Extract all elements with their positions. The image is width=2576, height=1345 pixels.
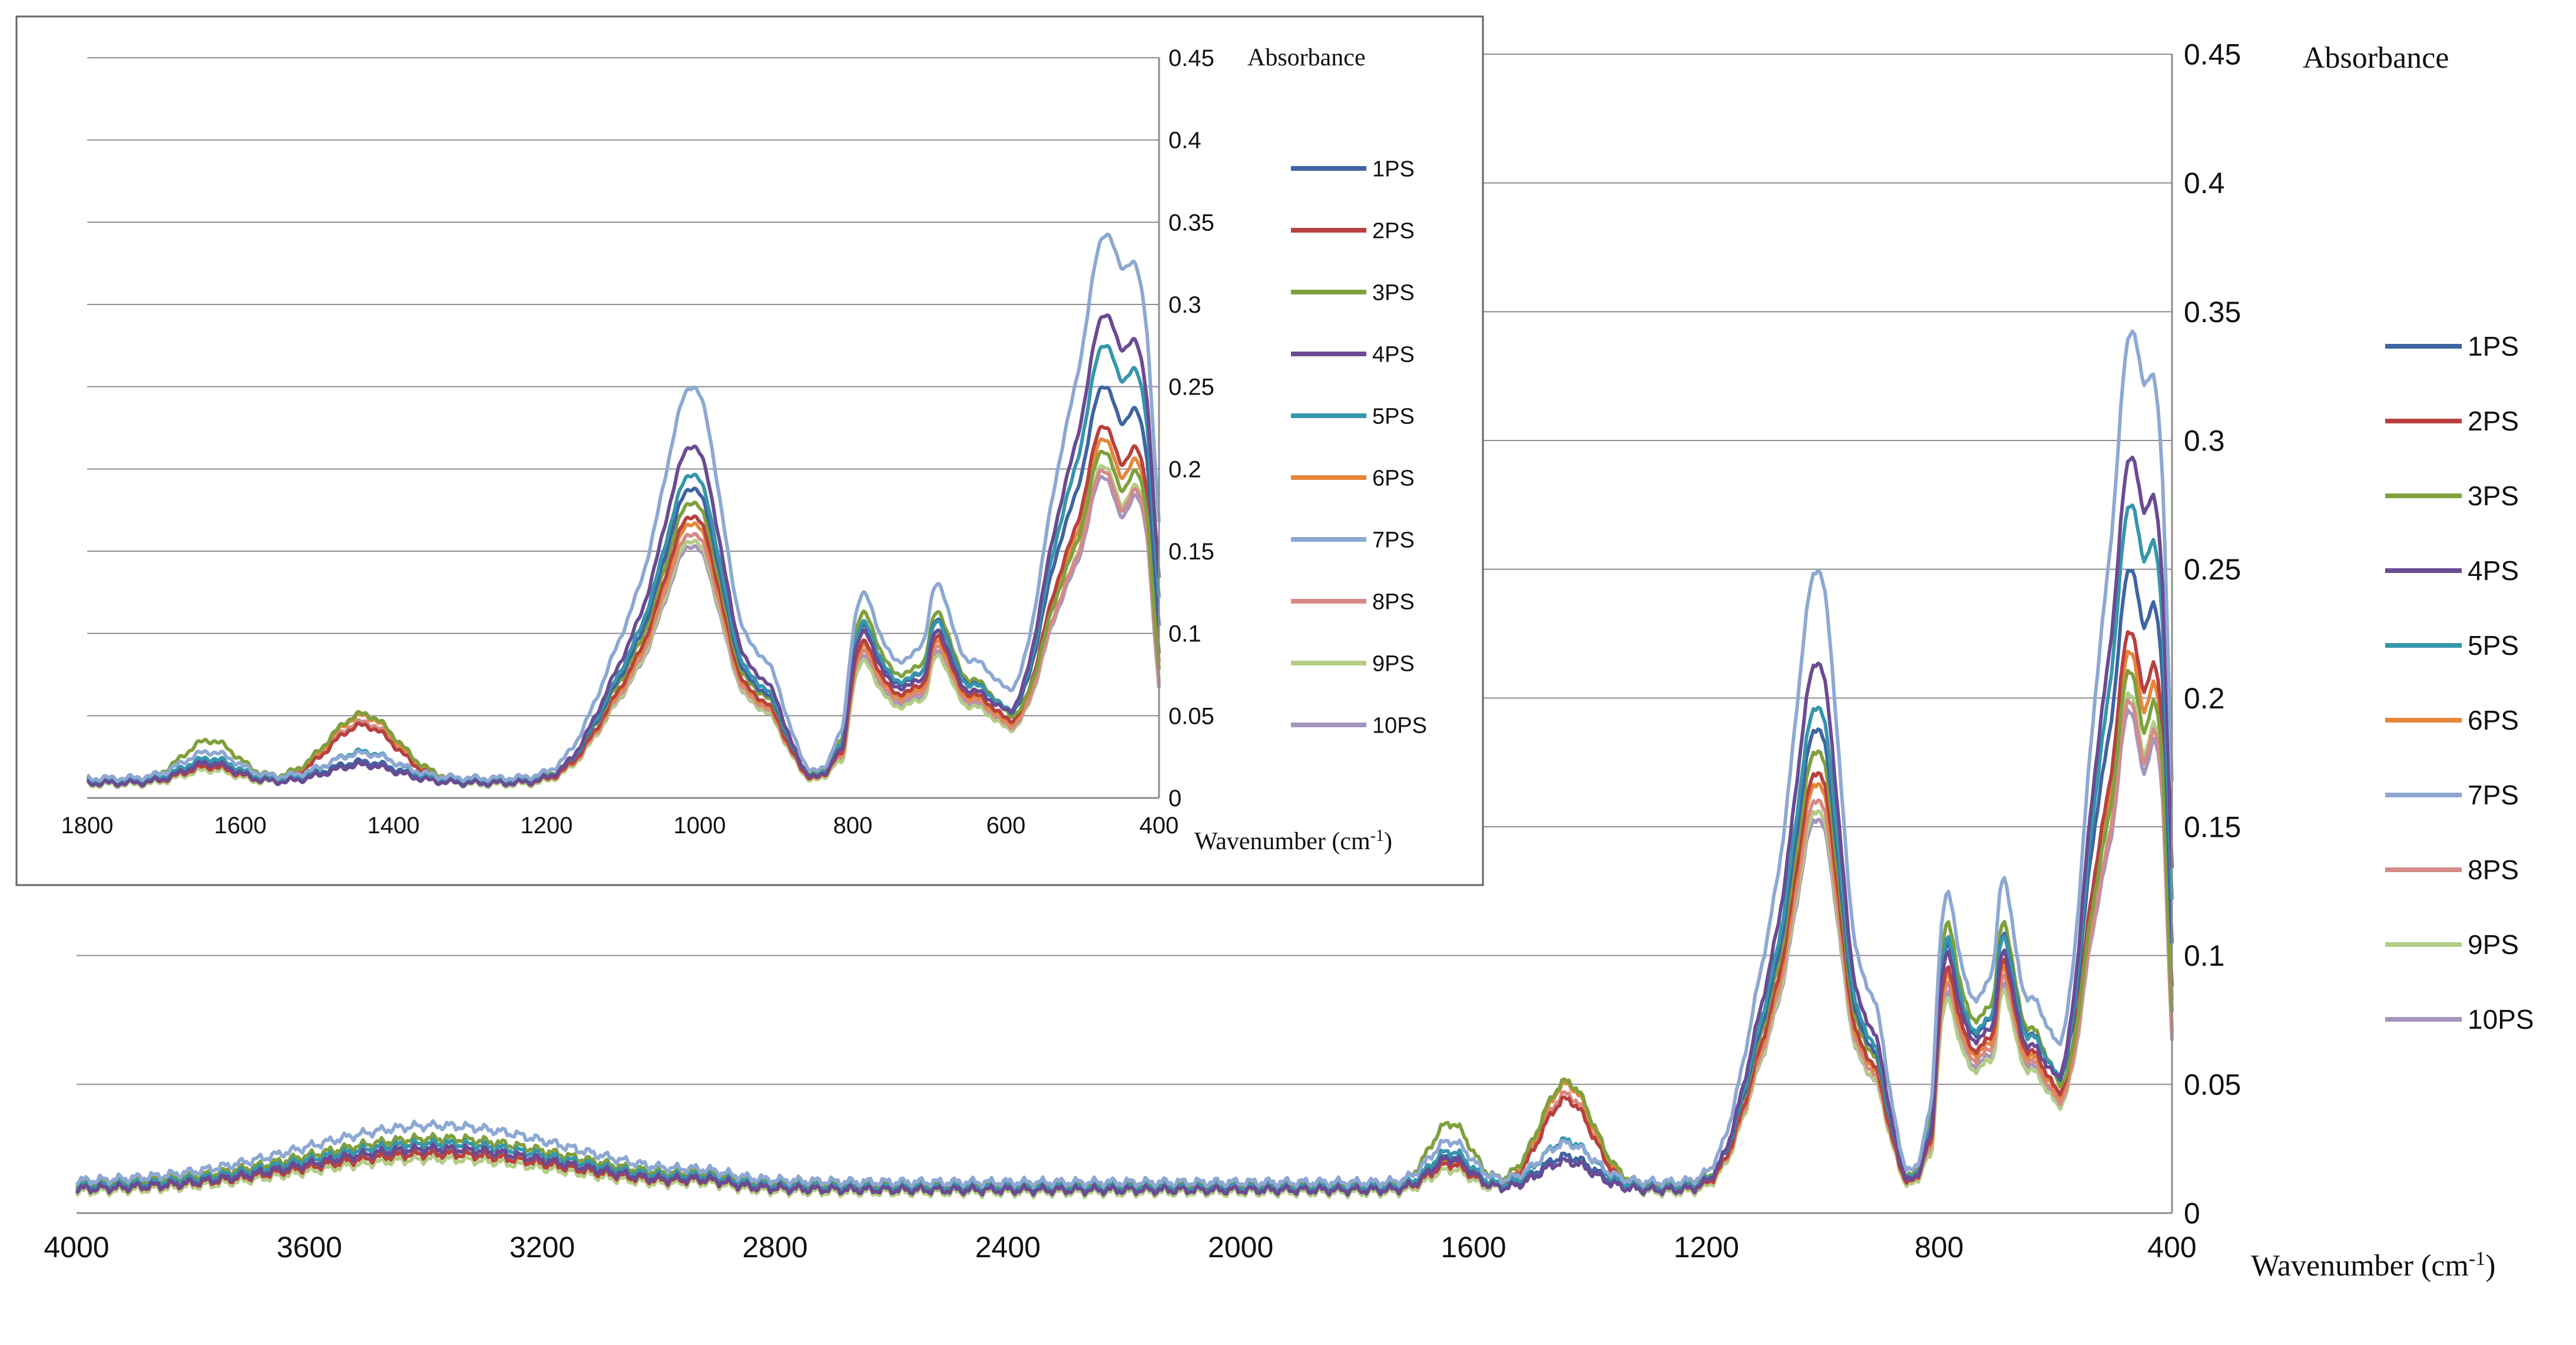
main-x-axis-title-text: Wavenumber (cm	[2251, 1249, 2469, 1283]
inset-legend-label-2PS: 2PS	[1372, 218, 1415, 243]
main-y-tick-0: 0	[2184, 1197, 2200, 1230]
main-legend-label-10PS: 10PS	[2468, 1004, 2534, 1035]
inset-x-axis-title-text: Wavenumber (cm	[1194, 828, 1370, 855]
inset-y-tick-0: 0	[1168, 786, 1181, 811]
inset-x-tick-400: 400	[1140, 813, 1179, 839]
main-x-tick-1200: 1200	[1674, 1231, 1739, 1264]
main-legend-label-7PS: 7PS	[2468, 780, 2519, 810]
main-x-axis-title-sup: -1	[2469, 1248, 2485, 1270]
main-x-tick-800: 800	[1915, 1231, 1964, 1264]
main-y-tick-0.15: 0.15	[2184, 811, 2241, 844]
inset-series-lines	[86, 232, 1161, 790]
inset-legend-label-1PS: 1PS	[1372, 157, 1415, 181]
main-x-tick-2400: 2400	[975, 1231, 1041, 1264]
inset-series-7PS	[86, 232, 1161, 783]
main-x-axis-title: Wavenumber (cm-1)	[2251, 1248, 2495, 1283]
inset-frame	[15, 15, 1484, 886]
inset-x-axis-title: Wavenumber (cm-1)	[1194, 827, 1392, 855]
main-x-tick-3600: 3600	[277, 1231, 342, 1264]
inset-axes	[87, 58, 1160, 799]
main-y-tick-0.45: 0.45	[2184, 38, 2241, 71]
main-legend: 1PS 2PS 3PS 4PS 5PS 6PS 7PS 8PS 9PS 10PS	[2385, 331, 2534, 1035]
main-y-tick-0.1: 0.1	[2184, 939, 2225, 972]
main-x-tick-2000: 2000	[1208, 1231, 1273, 1264]
main-y-tick-labels: 0 0.05 0.1 0.15 0.2 0.25 0.3 0.35 0.4 0.45	[2184, 38, 2241, 1230]
inset-y-tick-0.15: 0.15	[1168, 539, 1214, 565]
main-legend-label-3PS: 3PS	[2468, 481, 2519, 511]
inset-legend: 1PS 2PS 3PS 4PS 5PS 6PS 7PS 8PS 9PS 10PS	[1291, 157, 1427, 738]
inset-y-tick-0.3: 0.3	[1168, 292, 1201, 318]
inset-y-axis-title: Absorbance	[1247, 44, 1366, 71]
main-y-axis-title: Absorbance	[2303, 41, 2449, 75]
main-x-axis-title-close: )	[2485, 1249, 2495, 1283]
inset-x-tick-labels: 1800 1600 1400 1200 1000 800 600 400	[61, 813, 1179, 839]
main-legend-label-1PS: 1PS	[2468, 331, 2519, 362]
main-x-tick-400: 400	[2147, 1231, 2196, 1264]
main-x-tick-4000: 4000	[44, 1231, 109, 1264]
inset-x-axis-title-close: )	[1384, 828, 1392, 855]
main-legend-label-2PS: 2PS	[2468, 406, 2519, 436]
inset-chart: 0 0.05 0.1 0.15 0.2 0.25 0.3 0.35 0.4 0.45 1800 16…	[15, 15, 1484, 886]
main-series-lines	[75, 329, 2174, 1200]
inset-series-4PS	[86, 313, 1161, 788]
main-x-tick-3200: 3200	[509, 1231, 575, 1264]
main-axes	[77, 54, 2173, 1214]
inset-y-tick-0.2: 0.2	[1168, 456, 1201, 482]
inset-legend-label-7PS: 7PS	[1372, 528, 1415, 552]
inset-x-tick-1600: 1600	[214, 813, 267, 839]
inset-x-tick-600: 600	[986, 813, 1026, 839]
main-legend-label-5PS: 5PS	[2468, 630, 2519, 661]
inset-legend-label-5PS: 5PS	[1372, 404, 1415, 429]
inset-x-tick-1200: 1200	[521, 813, 573, 839]
inset-legend-label-4PS: 4PS	[1372, 342, 1415, 367]
inset-y-tick-0.4: 0.4	[1168, 128, 1201, 154]
inset-legend-label-6PS: 6PS	[1372, 466, 1415, 491]
main-y-tick-0.3: 0.3	[2184, 425, 2225, 458]
inset-y-tick-0.35: 0.35	[1168, 210, 1214, 236]
inset-legend-label-8PS: 8PS	[1372, 589, 1415, 614]
main-y-tick-0.35: 0.35	[2184, 296, 2241, 329]
main-y-tick-0.2: 0.2	[2184, 682, 2225, 715]
inset-x-tick-800: 800	[833, 813, 873, 839]
main-x-tick-1600: 1600	[1441, 1231, 1506, 1264]
inset-x-tick-1000: 1000	[674, 813, 726, 839]
inset-legend-label-9PS: 9PS	[1372, 651, 1415, 676]
main-y-tick-0.05: 0.05	[2184, 1068, 2241, 1101]
inset-gridlines	[87, 57, 1159, 717]
inset-y-tick-0.25: 0.25	[1168, 375, 1214, 400]
inset-y-tick-0.1: 0.1	[1168, 621, 1201, 647]
main-y-tick-0.4: 0.4	[2184, 167, 2225, 200]
main-legend-label-4PS: 4PS	[2468, 555, 2519, 586]
main-x-tick-2800: 2800	[742, 1231, 807, 1264]
inset-series-5PS	[86, 344, 1161, 786]
inset-legend-label-10PS: 10PS	[1372, 713, 1427, 738]
main-x-tick-labels: 4000 3600 3200 2800 2400 2000 1600 1200 800 400	[44, 1231, 2196, 1264]
inset-y-tick-labels: 0 0.05 0.1 0.15 0.2 0.25 0.3 0.35 0.4 0.45	[1168, 45, 1214, 811]
inset-x-axis-title-sup: -1	[1370, 827, 1384, 845]
inset-x-tick-1800: 1800	[61, 813, 114, 839]
main-series-9PS	[75, 691, 2174, 1200]
inset-y-tick-0.05: 0.05	[1168, 703, 1214, 729]
main-legend-label-8PS: 8PS	[2468, 854, 2519, 885]
inset-legend-label-3PS: 3PS	[1372, 280, 1415, 305]
inset-y-tick-0.45: 0.45	[1168, 45, 1214, 71]
inset-x-tick-1400: 1400	[367, 813, 420, 839]
main-y-tick-0.25: 0.25	[2184, 553, 2241, 586]
main-series-7PS	[75, 329, 2174, 1190]
main-legend-label-6PS: 6PS	[2468, 705, 2519, 736]
main-legend-label-9PS: 9PS	[2468, 929, 2519, 960]
main-series-4PS	[75, 455, 2174, 1197]
